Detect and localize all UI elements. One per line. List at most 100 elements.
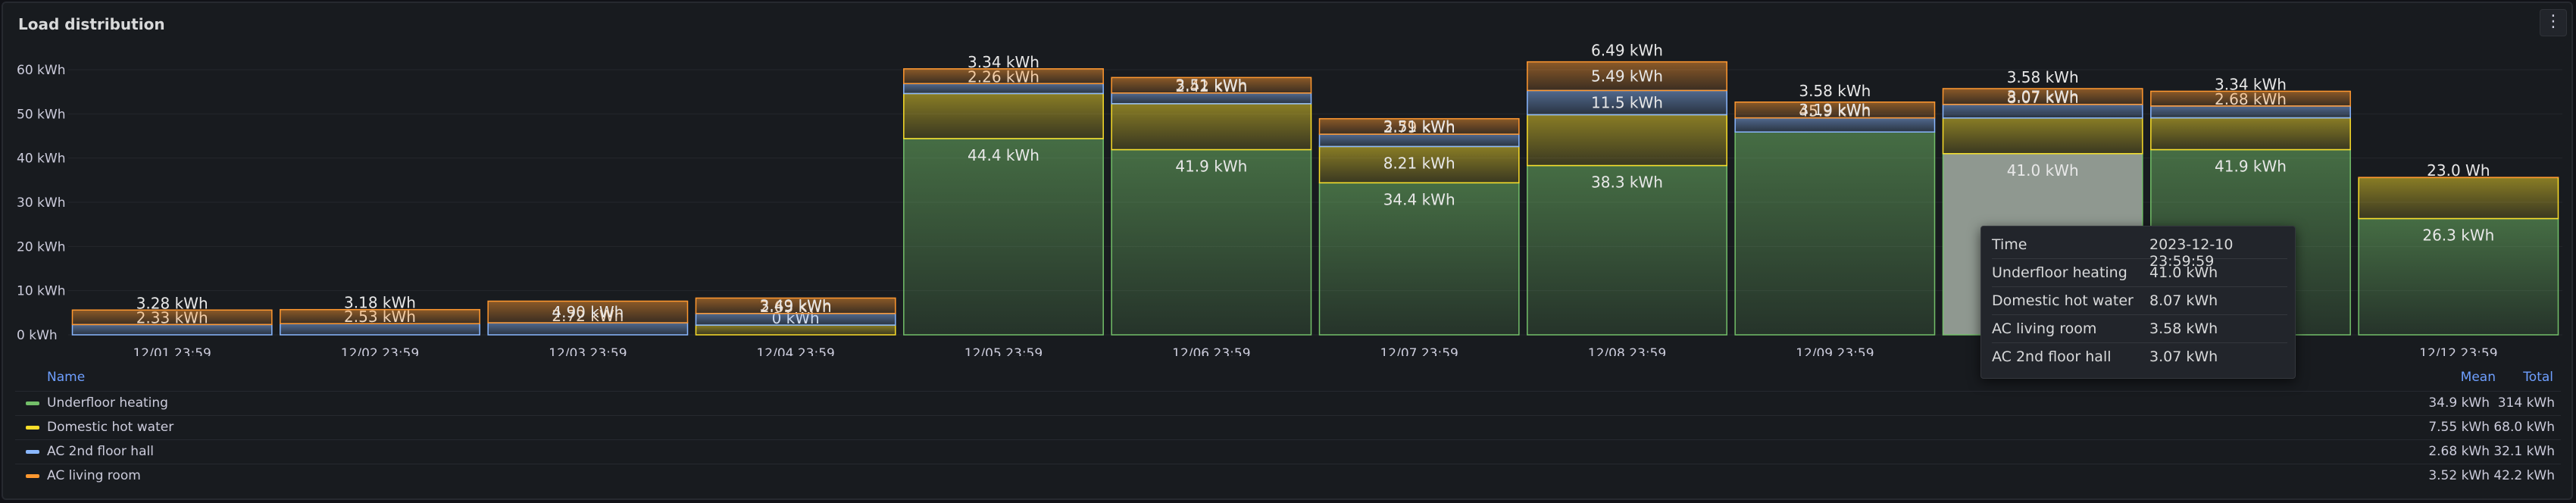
legend-series-name[interactable]: Underfloor heating xyxy=(47,395,168,411)
data-label: 3.51 kWh xyxy=(1175,77,1247,95)
bar-segment[interactable] xyxy=(2358,217,2559,336)
legend-total-value: 314 kWh xyxy=(2497,395,2555,411)
tooltip-row: Underfloor heating 41.0 kWh xyxy=(1992,259,2287,287)
data-label: 41.0 kWh xyxy=(2007,161,2079,180)
bar-segment[interactable] xyxy=(1527,114,1727,167)
bar-segment[interactable] xyxy=(2150,117,2351,151)
legend-series-name[interactable]: AC 2nd floor hall xyxy=(47,444,154,459)
tooltip-row: Domestic hot water 8.07 kWh xyxy=(1992,287,2287,315)
series-color-swatch xyxy=(26,474,39,478)
bar-segment[interactable] xyxy=(2358,177,2559,220)
legend-total-value: 68.0 kWh xyxy=(2493,420,2555,435)
tooltip-value: 2023-12-10 23:59:59 xyxy=(2149,236,2234,270)
data-label: 3.07 kWh xyxy=(2007,87,2079,105)
bar-segment[interactable] xyxy=(1527,164,1727,336)
x-tick-label: 12/03 23:59 xyxy=(549,346,627,356)
bar-segment[interactable] xyxy=(1942,88,2143,105)
bar-segment[interactable] xyxy=(1527,61,1727,92)
bar-segment[interactable] xyxy=(903,68,1104,85)
bar-segment[interactable] xyxy=(1734,102,1936,119)
bar-segment[interactable] xyxy=(1942,117,2143,155)
x-tick-label: 12/01 23:59 xyxy=(133,346,211,356)
bar-segment[interactable] xyxy=(903,138,1104,336)
y-tick-label: 10 kWh xyxy=(17,284,65,299)
x-tick-label: 12/07 23:59 xyxy=(1380,346,1458,356)
data-label: 26.3 kWh xyxy=(2422,227,2494,245)
data-label: 34.4 kWh xyxy=(1383,190,1455,208)
series-color-swatch xyxy=(26,401,39,405)
y-tick-label: 0 kWh xyxy=(17,328,58,343)
tooltip-key: Underfloor heating xyxy=(1992,264,2127,281)
bar-segment[interactable] xyxy=(487,300,689,323)
legend-mean-value: 34.9 kWh xyxy=(2428,395,2490,411)
bar-segment[interactable] xyxy=(695,297,896,314)
tooltip-value: 41.0 kWh xyxy=(2149,264,2218,281)
bar-segment[interactable] xyxy=(1111,77,1312,94)
tooltip-key: Domestic hot water xyxy=(1992,292,2134,309)
legend-mean-value: 3.52 kWh xyxy=(2428,468,2490,483)
bar-segment[interactable] xyxy=(1318,117,1520,135)
data-label: 8.21 kWh xyxy=(1383,154,1455,172)
bar-segment[interactable] xyxy=(1734,131,1936,336)
legend-mean-value: 7.55 kWh xyxy=(2428,420,2490,435)
legend-row[interactable]: Underfloor heating 34.9 kWh 314 kWh xyxy=(15,391,2561,414)
bar-segment[interactable] xyxy=(1318,145,1520,184)
tooltip-key: AC living room xyxy=(1992,320,2097,337)
data-label: 41.9 kWh xyxy=(1175,158,1247,176)
kebab-menu-icon[interactable]: ⋮ xyxy=(2540,9,2567,36)
series-color-swatch xyxy=(26,450,39,454)
panel-title: Load distribution xyxy=(18,15,165,33)
legend-name-header[interactable]: Name xyxy=(47,370,86,385)
legend-total-value: 42.2 kWh xyxy=(2493,468,2555,483)
bar-segment[interactable] xyxy=(1527,89,1727,116)
y-tick-label: 60 kWh xyxy=(17,63,65,78)
legend-series-name[interactable]: Domestic hot water xyxy=(47,420,174,435)
tooltip-row: Time 2023-12-10 23:59:59 xyxy=(1992,231,2287,270)
data-label: 3.51 kWh xyxy=(1383,117,1455,136)
x-tick-label: 12/05 23:59 xyxy=(964,346,1043,356)
legend-series-name[interactable]: AC living room xyxy=(47,468,141,483)
tooltip-row: AC 2nd floor hall 3.07 kWh xyxy=(1992,343,2287,370)
hover-tooltip: Time 2023-12-10 23:59:59 Underfloor heatin… xyxy=(1980,226,2296,379)
bar-segment[interactable] xyxy=(2150,90,2351,107)
legend-mean-header[interactable]: Mean xyxy=(2460,370,2496,385)
data-label: 4.90 kWh xyxy=(552,303,624,321)
y-tick-label: 40 kWh xyxy=(17,152,65,167)
tooltip-key: AC 2nd floor hall xyxy=(1992,348,2112,365)
bar-segment[interactable] xyxy=(1111,148,1312,336)
data-label: 3.18 kWh xyxy=(344,294,416,312)
data-label: 44.4 kWh xyxy=(968,146,1039,164)
bar-segment[interactable] xyxy=(71,309,273,326)
y-tick-label: 50 kWh xyxy=(17,107,65,122)
x-tick-label: 12/02 23:59 xyxy=(341,346,419,356)
x-tick-label: 12/08 23:59 xyxy=(1588,346,1666,356)
x-tick-label: 12/04 23:59 xyxy=(756,346,834,356)
x-tick-label: 12/06 23:59 xyxy=(1172,346,1250,356)
legend-total-value: 32.1 kWh xyxy=(2493,444,2555,459)
data-label: 11.5 kWh xyxy=(1591,93,1663,111)
data-label: 38.3 kWh xyxy=(1591,173,1663,192)
tooltip-value: 3.58 kWh xyxy=(2149,320,2218,337)
data-label: 23.0 Wh xyxy=(2427,161,2490,180)
tooltip-value: 3.07 kWh xyxy=(2149,348,2218,365)
data-label: 6.49 kWh xyxy=(1591,42,1663,60)
data-label: 5.49 kWh xyxy=(1591,67,1663,86)
tooltip-key: Time xyxy=(1992,236,2027,253)
legend-row[interactable]: Domestic hot water 7.55 kWh 68.0 kWh xyxy=(15,415,2561,439)
data-label: 3.34 kWh xyxy=(968,53,1039,71)
data-label: 3.58 kWh xyxy=(2007,68,2079,86)
data-label: 3.34 kWh xyxy=(2215,75,2287,93)
legend-mean-value: 2.68 kWh xyxy=(2428,444,2490,459)
y-tick-label: 30 kWh xyxy=(17,195,65,211)
bar-segment[interactable] xyxy=(903,92,1104,139)
series-color-swatch xyxy=(26,426,39,430)
legend-total-header[interactable]: Total xyxy=(2523,370,2553,385)
bar-segment[interactable] xyxy=(280,308,480,324)
bar-segment[interactable] xyxy=(1111,103,1312,151)
data-label: 3.58 kWh xyxy=(1799,82,1871,100)
tooltip-value: 8.07 kWh xyxy=(2149,292,2218,309)
legend-row[interactable]: AC 2nd floor hall 2.68 kWh 32.1 kWh xyxy=(15,439,2561,463)
data-label: 3.28 kWh xyxy=(136,294,208,312)
data-label: 3.49 kWh xyxy=(760,297,832,315)
legend-row[interactable]: AC living room 3.52 kWh 42.2 kWh xyxy=(15,464,2561,487)
